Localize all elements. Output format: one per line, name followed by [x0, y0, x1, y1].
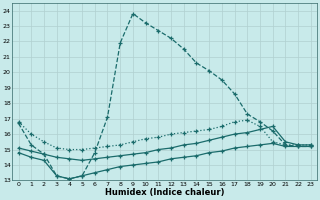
X-axis label: Humidex (Indice chaleur): Humidex (Indice chaleur) — [105, 188, 224, 197]
